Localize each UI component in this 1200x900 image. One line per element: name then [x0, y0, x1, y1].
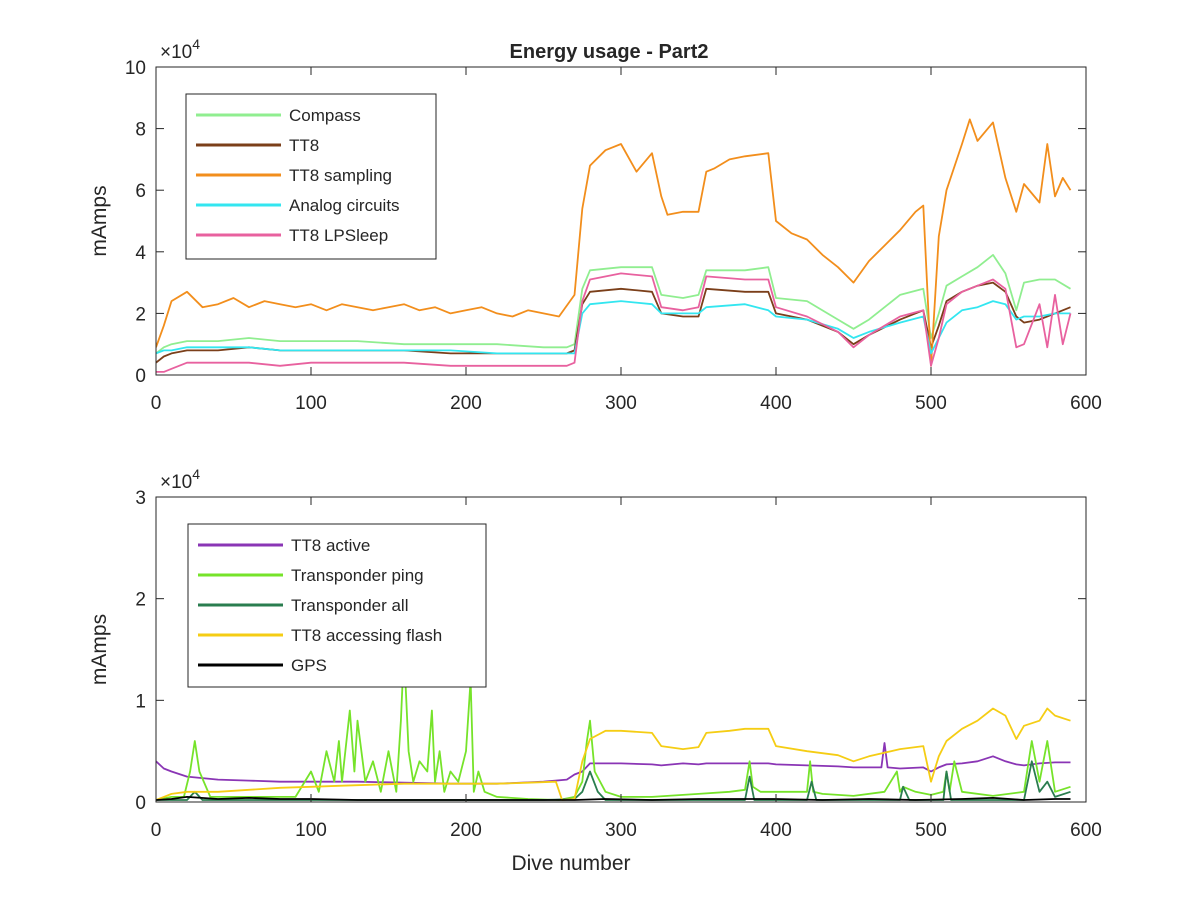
- x-tick-label: 500: [915, 820, 947, 841]
- legend-label-1: TT8: [289, 136, 319, 155]
- x-tick-label: 100: [295, 393, 327, 414]
- series-line-0: [156, 253, 1071, 355]
- legend-label-2: TT8 sampling: [289, 166, 392, 185]
- legend-label-2: Transponder all: [291, 596, 409, 615]
- y-tick-label: 4: [135, 243, 146, 264]
- legend-label-0: TT8 active: [291, 536, 370, 555]
- legend-label-3: Analog circuits: [289, 196, 400, 215]
- y-tick-label: 2: [135, 304, 146, 325]
- legend-label-3: TT8 accessing flash: [291, 626, 442, 645]
- x-tick-label: 500: [915, 393, 947, 414]
- legend: TT8 active Transponder ping Transponder al…: [187, 523, 487, 688]
- x-tick-label: 0: [151, 820, 162, 841]
- series-line-3: [156, 707, 1071, 801]
- legend-label-4: GPS: [291, 656, 327, 675]
- legend-box: [185, 93, 437, 260]
- x-tick-label: 300: [605, 393, 637, 414]
- legend: Compass TT8 TT8 sampling Analog circuits TT8…: [185, 93, 437, 260]
- legend-label-4: TT8 LPSleep: [289, 226, 388, 245]
- y-tick-label: 6: [135, 181, 146, 202]
- y-axis-label: mAmps: [88, 185, 111, 256]
- y-tick-label: 1: [135, 691, 146, 712]
- series-group: [156, 118, 1072, 373]
- legend-label-1: Transponder ping: [291, 566, 424, 585]
- x-tick-label: 400: [760, 820, 792, 841]
- x-axis-label: Dive number: [511, 852, 630, 875]
- axis-multiplier: ×104: [160, 466, 200, 493]
- x-tick-label: 200: [450, 393, 482, 414]
- y-tick-label: 8: [135, 120, 146, 141]
- x-tick-label: 200: [450, 820, 482, 841]
- y-tick-label: 3: [135, 488, 146, 509]
- y-tick-label: 10: [125, 58, 146, 79]
- x-tick-label: 0: [151, 393, 162, 414]
- series-line-3: [156, 300, 1071, 355]
- x-tick-label: 100: [295, 820, 327, 841]
- y-axis-label: mAmps: [88, 614, 111, 685]
- x-tick-label: 400: [760, 393, 792, 414]
- x-tick-label: 300: [605, 820, 637, 841]
- series-line-4: [156, 272, 1072, 373]
- series-group: [156, 648, 1071, 801]
- chart-title: Energy usage - Part2: [510, 41, 709, 63]
- y-tick-label: 0: [135, 366, 146, 387]
- x-tick-label: 600: [1070, 393, 1102, 414]
- x-tick-label: 600: [1070, 820, 1102, 841]
- series-line-2: [156, 118, 1072, 367]
- legend-label-0: Compass: [289, 106, 361, 125]
- chart-panel-top: 0 100 200 300 400 500 600 0 2 4 6 8 10 ×104 Energy usa…: [88, 36, 1102, 414]
- y-tick-label: 2: [135, 590, 146, 611]
- series-line-4: [156, 796, 1071, 801]
- series-line-1: [156, 648, 1071, 801]
- y-tick-label: 0: [135, 793, 146, 814]
- chart-panel-bottom: 0 100 200 300 400 500 600 0 1 2 3 ×104 mAmps Dive num…: [88, 466, 1102, 875]
- axis-multiplier: ×104: [160, 36, 200, 63]
